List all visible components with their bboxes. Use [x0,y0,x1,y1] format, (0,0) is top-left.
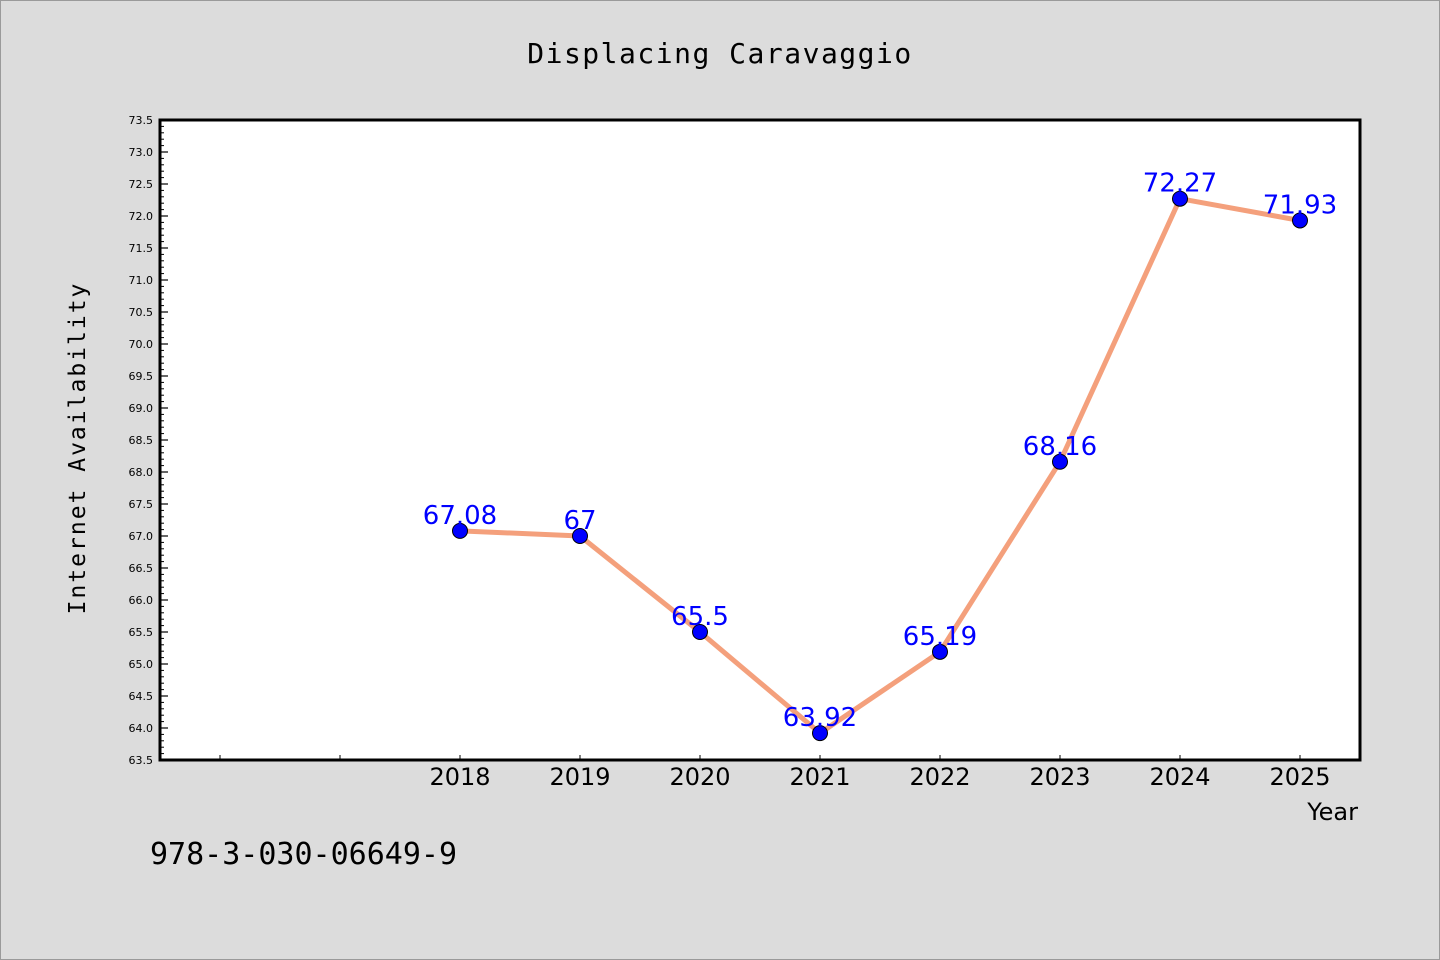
y-tick-label: 70.5 [129,306,154,319]
plot-border [158,118,1362,762]
y-tick-label: 73.5 [129,114,154,127]
y-tick-label: 69.5 [129,370,154,383]
chart-title: Displacing Caravaggio [527,37,913,70]
data-label-layer: 67.08 67 65.5 63.92 65.19 68.16 72.27 71.93 [423,169,1337,733]
data-point [1172,190,1188,207]
isbn-text: 978-3-030-06649-9 [150,837,457,872]
y-tick-labels: 63.5 64.0 64.5 65.0 65.5 66.0 66.5 67.0 67.5 68.0… [129,114,154,767]
x-tick-label: 2020 [669,763,730,791]
x-tick-label: 2022 [909,763,970,791]
data-label: 71.93 [1263,190,1337,220]
y-tick-label: 70.0 [129,338,154,351]
y-tick-label: 67.5 [129,498,154,511]
y-tick-label: 64.5 [129,690,154,703]
data-label: 65.5 [671,602,729,632]
series-line [457,196,1303,736]
y-tick-label: 68.5 [129,434,154,447]
y-tick-label: 72.5 [129,178,154,191]
x-tick-label: 2024 [1149,763,1210,791]
y-tick-label: 65.0 [129,658,154,671]
y-tick-label: 68.0 [129,466,154,479]
y-tick-label: 63.5 [129,754,154,767]
data-label: 63.92 [783,703,857,733]
x-tick-labels: 2018 2019 2020 2021 2022 2023 2024 2025 [429,763,1330,791]
y-tick-label: 71.0 [129,274,154,287]
data-point [572,528,588,544]
data-point [1292,212,1308,229]
data-point [692,624,708,640]
y-tick-label: 65.5 [129,626,154,639]
data-label: 67.08 [423,501,497,531]
y-tick-label: 66.0 [129,594,154,607]
x-tick-label: 2025 [1269,763,1330,791]
data-label: 65.19 [903,622,977,652]
y-tick-label: 66.5 [129,562,154,575]
data-label: 72.27 [1143,169,1217,199]
y-axis-label: Internet Availability [65,282,91,615]
data-point [932,643,948,660]
data-point [452,522,468,539]
data-point [1052,453,1068,470]
y-tick-label: 67.0 [129,530,154,543]
data-label: 67 [563,506,596,536]
marker-layer [452,190,1308,742]
series-layer [457,196,1303,736]
y-tick-label: 69.0 [129,402,154,415]
y-tick-label: 71.5 [129,242,154,255]
data-label: 68.16 [1023,432,1097,462]
x-tick-label: 2021 [789,763,850,791]
y-tick-label: 64.0 [129,722,154,735]
y-tick-label: 72.0 [129,210,154,223]
x-tick-label: 2019 [549,763,610,791]
x-tick-label: 2018 [429,763,490,791]
plot-area [160,120,1360,760]
y-tick-label: 73.0 [129,146,154,159]
data-point [812,725,828,742]
x-tick-label: 2023 [1029,763,1090,791]
x-axis-label: Year [1306,798,1358,826]
